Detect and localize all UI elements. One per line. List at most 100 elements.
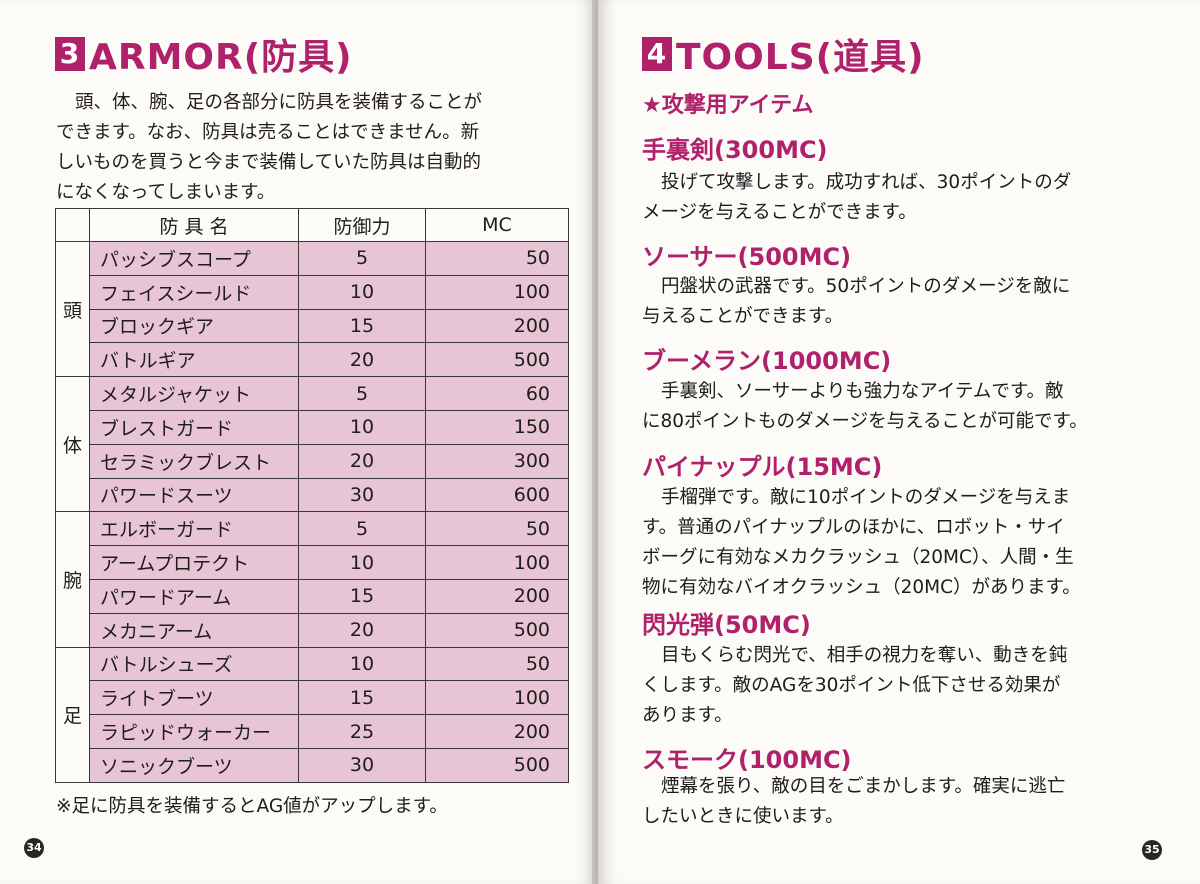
item-description: 手榴弾です。敵に10ポイントのダメージを与えま す。普通のパイナップルのほかに、… (642, 483, 1162, 603)
header-mc: MC (425, 208, 569, 242)
table-row: セラミックブレスト 20 300 (56, 443, 569, 479)
table-row: パワードアーム 15 200 (56, 578, 569, 614)
defense-cell: 30 (298, 477, 426, 513)
body-part-cell: 頭 (55, 240, 90, 378)
mc-cell: 50 (425, 241, 569, 276)
mc-cell: 500 (425, 612, 569, 648)
armor-name-cell: パワードスーツ (89, 477, 299, 513)
item-line: 手榴弾です。敵に10ポイントのダメージを与えま (661, 487, 1071, 508)
mc-cell: 500 (425, 747, 569, 783)
section-title-text: TOOLS(道具) (676, 37, 925, 78)
armor-name-cell: ソニックブーツ (89, 747, 299, 783)
mc-cell: 200 (425, 308, 569, 344)
mc-cell: 60 (425, 376, 569, 411)
table-row: 腕エルボーガード 5 50 (55, 511, 569, 648)
item-line: 目もくらむ閃光で、相手の視力を奪い、動きを鈍 (661, 645, 1068, 666)
defense-cell: 10 (298, 545, 426, 580)
defense-cell: 5 (298, 241, 426, 276)
body-part-cell: 体 (55, 376, 90, 513)
armor-name-cell: ライトブーツ (89, 680, 299, 716)
section-number-badge: 3 (55, 37, 85, 71)
armor-name-cell: ブレストガード (89, 409, 299, 445)
armor-name-cell: バトルギア (89, 342, 299, 378)
defense-cell: 30 (298, 747, 426, 783)
mc-cell: 150 (425, 409, 569, 445)
intro-line: できます。なお、防具は売ることはできません。新 (56, 122, 480, 143)
armor-name-cell: ブロックギア (89, 308, 299, 344)
attack-items-subheading: ★攻撃用アイテム (642, 93, 814, 118)
page-number-right: 35 (1142, 840, 1162, 860)
item-line: 円盤状の武器です。50ポイントのダメージを敵に (661, 276, 1071, 297)
item-line: ボーグに有効なメカクラッシュ（20MC）、人間・生 (642, 547, 1074, 568)
intro-line: 頭、体、腕、足の各部分に防具を装備することが (75, 92, 483, 113)
armor-name-cell: メカニアーム (89, 612, 299, 648)
item-line: あります。 (642, 705, 733, 726)
mc-cell: 600 (425, 477, 569, 513)
item-title: パイナップル(15MC) (642, 453, 883, 481)
intro-line: しいものを買うと今まで装備していた防具は自動的 (56, 152, 481, 173)
defense-cell: 20 (298, 342, 426, 378)
table-row: アームプロテクト 10 100 (56, 545, 569, 580)
item-description: 目もくらむ閃光で、相手の視力を奪い、動きを鈍 くします。敵のAGを30ポイント低… (642, 641, 1162, 731)
defense-cell: 20 (298, 612, 426, 648)
item-title: ブーメラン(1000MC) (642, 347, 892, 375)
item-line: メージを与えることができます。 (642, 202, 917, 223)
armor-name-cell: メタルジャケット (89, 376, 299, 411)
armor-footnote: ※足に防具を装備するとAG値がアップします。 (56, 796, 448, 817)
body-part-cell: 足 (55, 646, 90, 783)
item-description: 煙幕を張り、敵の目をごまかします。確実に逃亡 したいときに使います。 (642, 772, 1162, 832)
mc-cell: 100 (425, 680, 569, 716)
table-row: 体メタルジャケット 5 60 (55, 376, 569, 513)
table-header-row: 防 具 名 防御力 MC (55, 208, 569, 242)
item-line: に80ポイントものダメージを与えることが可能です。 (642, 411, 1088, 432)
defense-cell: 20 (298, 443, 426, 479)
mc-cell: 500 (425, 342, 569, 378)
item-line: 煙幕を張り、敵の目をごまかします。確実に逃亡 (661, 776, 1066, 797)
defense-cell: 5 (298, 376, 426, 411)
right-page: 4 TOOLS(道具) ★攻撃用アイテム 手裏剣(300MC) 投げて攻撃します… (598, 0, 1200, 884)
tools-section-title: 4 TOOLS(道具) (642, 28, 925, 80)
table-row: ラピッドウォーカー 25 200 (56, 714, 569, 749)
mc-cell: 100 (425, 545, 569, 580)
left-page: 3 ARMOR(防具) 頭、体、腕、足の各部分に防具を装備することが できます。… (0, 0, 596, 884)
body-part-cell: 腕 (55, 511, 90, 648)
item-line: 物に有効なバイオクラッシュ（20MC）があります。 (642, 577, 1081, 598)
table-row: メカニアーム 20 500 (56, 612, 569, 648)
armor-name-cell: エルボーガード (89, 511, 299, 547)
table-row: ソニックブーツ 30 500 (56, 747, 569, 783)
item-title: 閃光弾(50MC) (642, 611, 811, 639)
armor-name-cell: フェイスシールド (89, 274, 299, 310)
armor-section-title: 3 ARMOR(防具) (55, 28, 353, 80)
item-description: 円盤状の武器です。50ポイントのダメージを敵に 与えることができます。 (642, 272, 1162, 332)
defense-cell: 15 (298, 680, 426, 716)
section-title-text: ARMOR(防具) (89, 37, 353, 78)
mc-cell: 50 (425, 511, 569, 547)
item-title: スモーク(100MC) (642, 746, 852, 774)
item-description: 手裏剣、ソーサーよりも強力なアイテムです。敵 に80ポイントものダメージを与える… (642, 377, 1162, 437)
table-row: フェイスシールド 10 100 (56, 274, 569, 310)
mc-cell: 50 (425, 646, 569, 682)
mc-cell: 300 (425, 443, 569, 479)
table-row: パワードスーツ 30 600 (56, 477, 569, 513)
defense-cell: 10 (298, 646, 426, 682)
armor-intro: 頭、体、腕、足の各部分に防具を装備することが できます。なお、防具は売ることはで… (56, 88, 482, 208)
item-line: 与えることができます。 (642, 306, 844, 327)
item-line: くします。敵のAGを30ポイント低下させる効果が (642, 675, 1061, 696)
item-line: す。普通のパイナップルのほかに、ロボット・サイ (642, 517, 1065, 538)
table-row: 頭パッシブスコープ 5 50 (55, 240, 569, 378)
table-row: バトルギア 20 500 (56, 342, 569, 378)
table-row: ブロックギア 15 200 (56, 308, 569, 344)
header-defense: 防御力 (298, 208, 426, 242)
item-title: 手裏剣(300MC) (642, 136, 828, 164)
defense-cell: 10 (298, 409, 426, 445)
armor-name-cell: パワードアーム (89, 578, 299, 614)
table-row: 足バトルシューズ 10 50 (55, 646, 569, 783)
defense-cell: 10 (298, 274, 426, 310)
table-row: ブレストガード 10 150 (56, 409, 569, 445)
item-title: ソーサー(500MC) (642, 243, 852, 271)
armor-name-cell: アームプロテクト (89, 545, 299, 580)
intro-line: になくなってしまいます。 (56, 182, 276, 203)
defense-cell: 15 (298, 578, 426, 614)
defense-cell: 15 (298, 308, 426, 344)
section-number-badge: 4 (642, 37, 672, 71)
